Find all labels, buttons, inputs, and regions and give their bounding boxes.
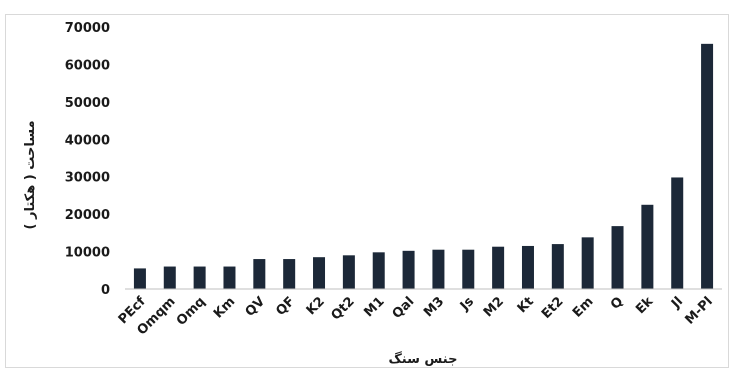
bar xyxy=(581,237,594,289)
x-tick-label: K2 xyxy=(304,294,328,318)
bar xyxy=(283,259,296,289)
x-tick-label: M-Pl xyxy=(682,294,715,327)
bar xyxy=(701,43,714,289)
bar xyxy=(462,249,475,289)
x-axis-title: جنس سنگ xyxy=(389,351,458,367)
bar xyxy=(313,257,326,289)
x-tick-label: QF xyxy=(273,294,298,319)
x-tick-label: M3 xyxy=(421,294,447,320)
y-tick-label: 20000 xyxy=(65,208,110,223)
bar xyxy=(671,177,684,289)
bars xyxy=(133,43,714,289)
x-tick-label: Em xyxy=(570,294,596,320)
x-tick-label: Jl xyxy=(668,294,686,312)
bar xyxy=(551,244,564,289)
x-tick-label: Q xyxy=(608,294,626,312)
x-tick-label: M1 xyxy=(361,294,387,320)
y-tick-label: 50000 xyxy=(65,96,110,111)
x-tick-label: Omq xyxy=(174,294,209,329)
y-tick-label: 60000 xyxy=(65,58,110,73)
x-tick-label: Km xyxy=(211,294,238,321)
bar xyxy=(163,266,176,289)
bar xyxy=(521,245,534,289)
chart-frame xyxy=(5,14,729,368)
y-tick-label: 30000 xyxy=(65,171,110,186)
bar xyxy=(432,249,445,289)
y-tick-label: 10000 xyxy=(65,246,110,261)
x-tick-label: M2 xyxy=(481,294,507,320)
y-axis-title: مساحت ( هکتار ) xyxy=(23,121,38,230)
x-tick-label: Qal xyxy=(390,294,418,322)
y-axis-ticks: 0 10000 20000 30000 40000 50000 60000 70000 xyxy=(65,21,110,298)
bar xyxy=(372,252,385,289)
bar xyxy=(492,246,505,289)
x-tick-label: QV xyxy=(243,294,269,320)
x-tick-label: Kt xyxy=(515,294,537,316)
bar xyxy=(402,250,415,289)
x-tick-label: Ek xyxy=(633,294,656,317)
bar xyxy=(342,255,355,289)
x-tick-label: Et2 xyxy=(539,294,567,322)
bar xyxy=(253,259,266,289)
bar xyxy=(611,226,624,289)
bar xyxy=(193,266,206,289)
x-tick-label: Js xyxy=(457,294,477,314)
y-tick-label: 0 xyxy=(101,283,110,298)
x-tick-label: Qt2 xyxy=(328,294,357,323)
bar xyxy=(223,266,236,289)
bar xyxy=(133,268,146,289)
bar xyxy=(641,204,654,289)
y-tick-label: 40000 xyxy=(65,133,110,148)
y-tick-label: 70000 xyxy=(65,21,110,36)
